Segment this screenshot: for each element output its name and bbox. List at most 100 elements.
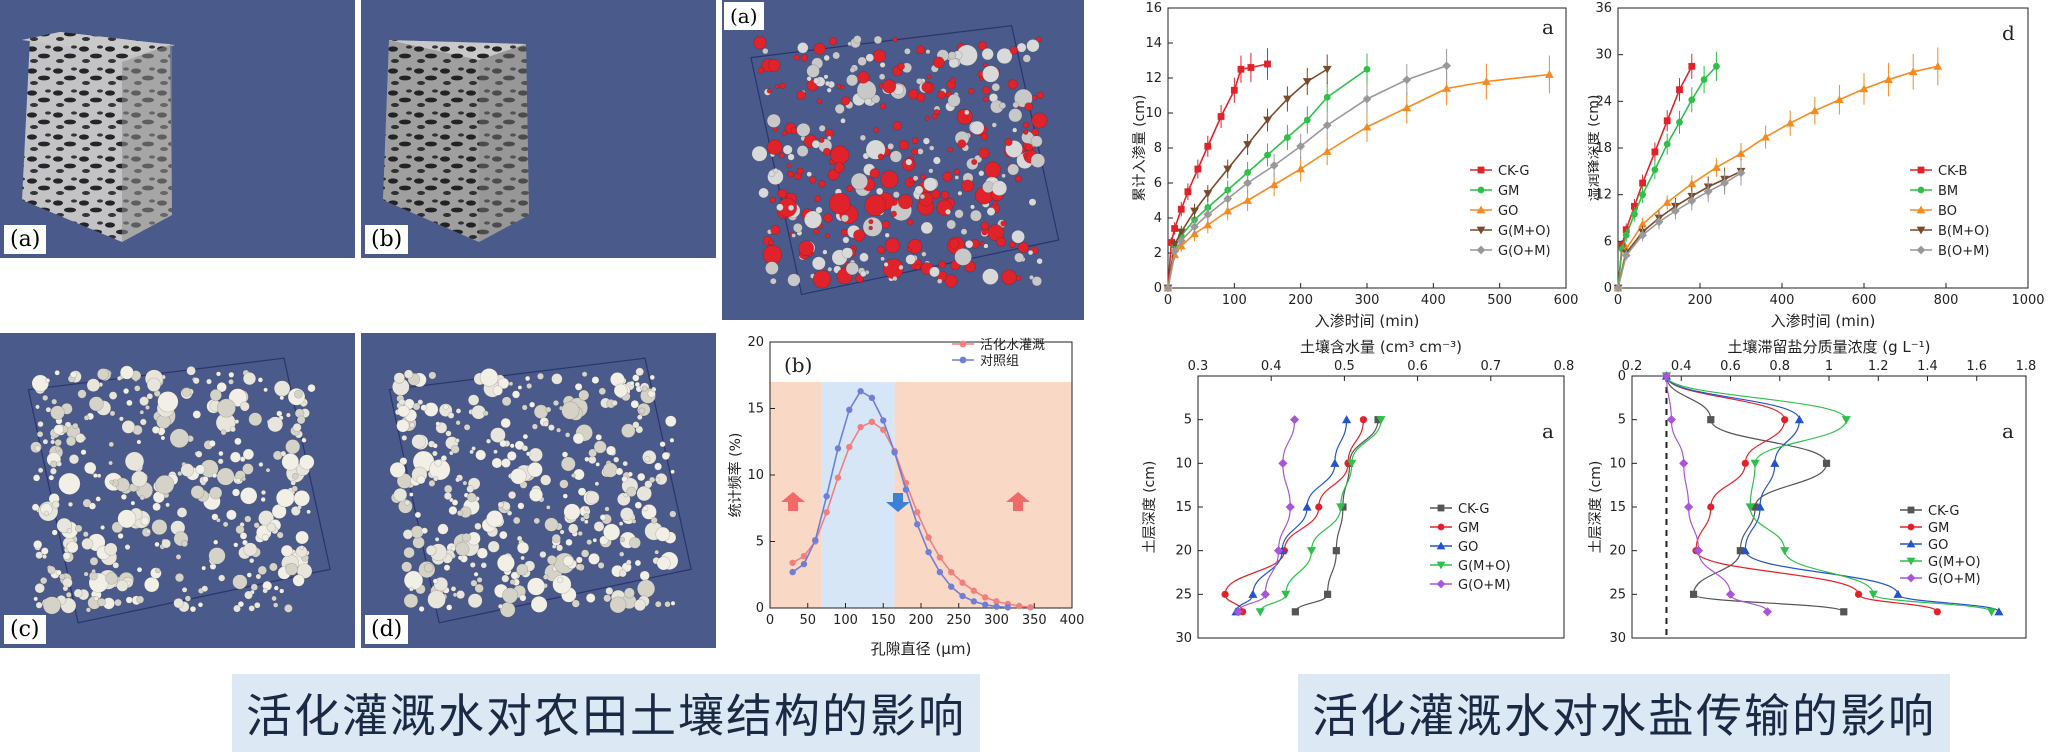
pore-sphere bbox=[830, 145, 850, 165]
pore-sphere bbox=[603, 523, 621, 541]
pore-sphere bbox=[258, 461, 264, 468]
y-tick-label: 18 bbox=[1595, 141, 1612, 156]
pore-sphere bbox=[109, 479, 115, 485]
pore-sphere bbox=[62, 551, 71, 560]
data-point bbox=[1916, 245, 1926, 255]
pore-sphere bbox=[950, 77, 956, 84]
pore-sphere bbox=[1031, 112, 1048, 129]
pore-sphere bbox=[36, 430, 44, 438]
pore-sphere bbox=[565, 538, 573, 547]
pore-sphere bbox=[228, 378, 234, 385]
pore-sphere bbox=[564, 432, 571, 438]
data-point bbox=[868, 394, 876, 402]
pore-sphere bbox=[875, 187, 884, 196]
y-tick-label: 36 bbox=[1595, 1, 1612, 16]
pore-sphere bbox=[116, 376, 122, 381]
pore-sphere bbox=[89, 556, 99, 566]
pore-sphere bbox=[664, 415, 677, 427]
legend-label: CK-G bbox=[1458, 502, 1489, 517]
pore-sphere bbox=[1031, 276, 1043, 287]
pore-sphere bbox=[635, 367, 645, 377]
y-tick-label: 6 bbox=[1604, 234, 1612, 249]
pore-sphere bbox=[434, 536, 440, 542]
pore-sphere bbox=[816, 98, 823, 105]
pore-sphere bbox=[768, 239, 774, 246]
data-point bbox=[1237, 65, 1245, 73]
pore-sphere bbox=[516, 563, 529, 576]
pore-sphere bbox=[496, 554, 515, 573]
pore-sphere bbox=[397, 404, 410, 418]
pore-sphere bbox=[929, 145, 935, 151]
pore-sphere bbox=[591, 376, 600, 384]
panel-label-a: (a) bbox=[4, 225, 47, 254]
data-point bbox=[1194, 165, 1202, 173]
y-tick-label: 25 bbox=[1609, 587, 1626, 602]
pore-sphere bbox=[155, 474, 175, 495]
panel-label: a bbox=[1542, 419, 1554, 443]
pore-sphere bbox=[54, 438, 62, 447]
pore-sphere bbox=[779, 82, 786, 89]
data-point bbox=[1736, 168, 1746, 178]
data-point bbox=[1004, 604, 1012, 611]
data-point bbox=[1203, 220, 1213, 229]
pore-sphere bbox=[806, 64, 820, 78]
pore-sphere bbox=[625, 559, 632, 566]
pore-sphere bbox=[664, 601, 671, 608]
pore-sphere bbox=[890, 210, 897, 218]
pore-sphere bbox=[572, 432, 585, 445]
pore-sphere bbox=[155, 567, 161, 574]
legend-label: BM bbox=[1938, 184, 1958, 199]
pore-sphere bbox=[925, 49, 931, 55]
pore-sphere bbox=[654, 462, 663, 471]
pore-sphere bbox=[978, 76, 984, 81]
pore-sphere bbox=[606, 445, 617, 456]
pore-sphere bbox=[961, 179, 974, 193]
pore-sphere bbox=[615, 467, 624, 476]
pore-sphere bbox=[218, 574, 226, 582]
pore-sphere bbox=[55, 446, 61, 452]
pore-sphere bbox=[800, 54, 809, 62]
pore-sphere bbox=[93, 596, 99, 601]
pore-sphere bbox=[585, 593, 596, 603]
data-point bbox=[1638, 219, 1647, 228]
data-point bbox=[1336, 503, 1346, 512]
x-tick-label: 0.4 bbox=[1261, 359, 1282, 374]
pore-sphere bbox=[936, 278, 943, 285]
data-point bbox=[959, 592, 966, 600]
data-point bbox=[1323, 590, 1332, 598]
data-point bbox=[1859, 84, 1869, 93]
pore-sphere bbox=[892, 121, 902, 131]
pore-sphere bbox=[176, 507, 188, 518]
pore-sphere bbox=[117, 532, 124, 540]
pore-sphere bbox=[92, 473, 98, 479]
pore-sphere bbox=[949, 238, 960, 249]
pore-sphere bbox=[253, 601, 261, 609]
data-point bbox=[914, 509, 921, 516]
pore-sphere bbox=[432, 578, 439, 584]
series-line bbox=[1617, 65, 1938, 289]
pore-sphere bbox=[85, 607, 91, 613]
pore-sphere bbox=[999, 102, 1007, 110]
pore-sphere bbox=[35, 551, 44, 560]
pore-sphere bbox=[83, 571, 89, 577]
pore-sphere bbox=[74, 524, 83, 533]
pore-sphere bbox=[190, 485, 205, 499]
data-point bbox=[1283, 95, 1292, 104]
pore-sphere bbox=[409, 422, 415, 428]
pore-sphere bbox=[508, 381, 514, 387]
pore-sphere bbox=[229, 426, 236, 433]
pore-sphere bbox=[762, 47, 769, 55]
pore-sphere bbox=[462, 480, 468, 486]
pore-sphere bbox=[650, 516, 658, 524]
pore-sphere bbox=[248, 412, 263, 427]
series-line bbox=[1167, 64, 1447, 289]
pore-sphere bbox=[82, 531, 89, 538]
pore-sphere bbox=[933, 108, 940, 116]
data-point bbox=[1688, 62, 1696, 70]
y-axis-label: 土层深度 (cm) bbox=[1588, 461, 1604, 554]
pore-sphere bbox=[393, 372, 405, 384]
pore-sphere bbox=[627, 471, 633, 478]
data-point bbox=[1477, 186, 1485, 194]
pore-sphere bbox=[609, 596, 627, 614]
data-point bbox=[925, 548, 932, 556]
